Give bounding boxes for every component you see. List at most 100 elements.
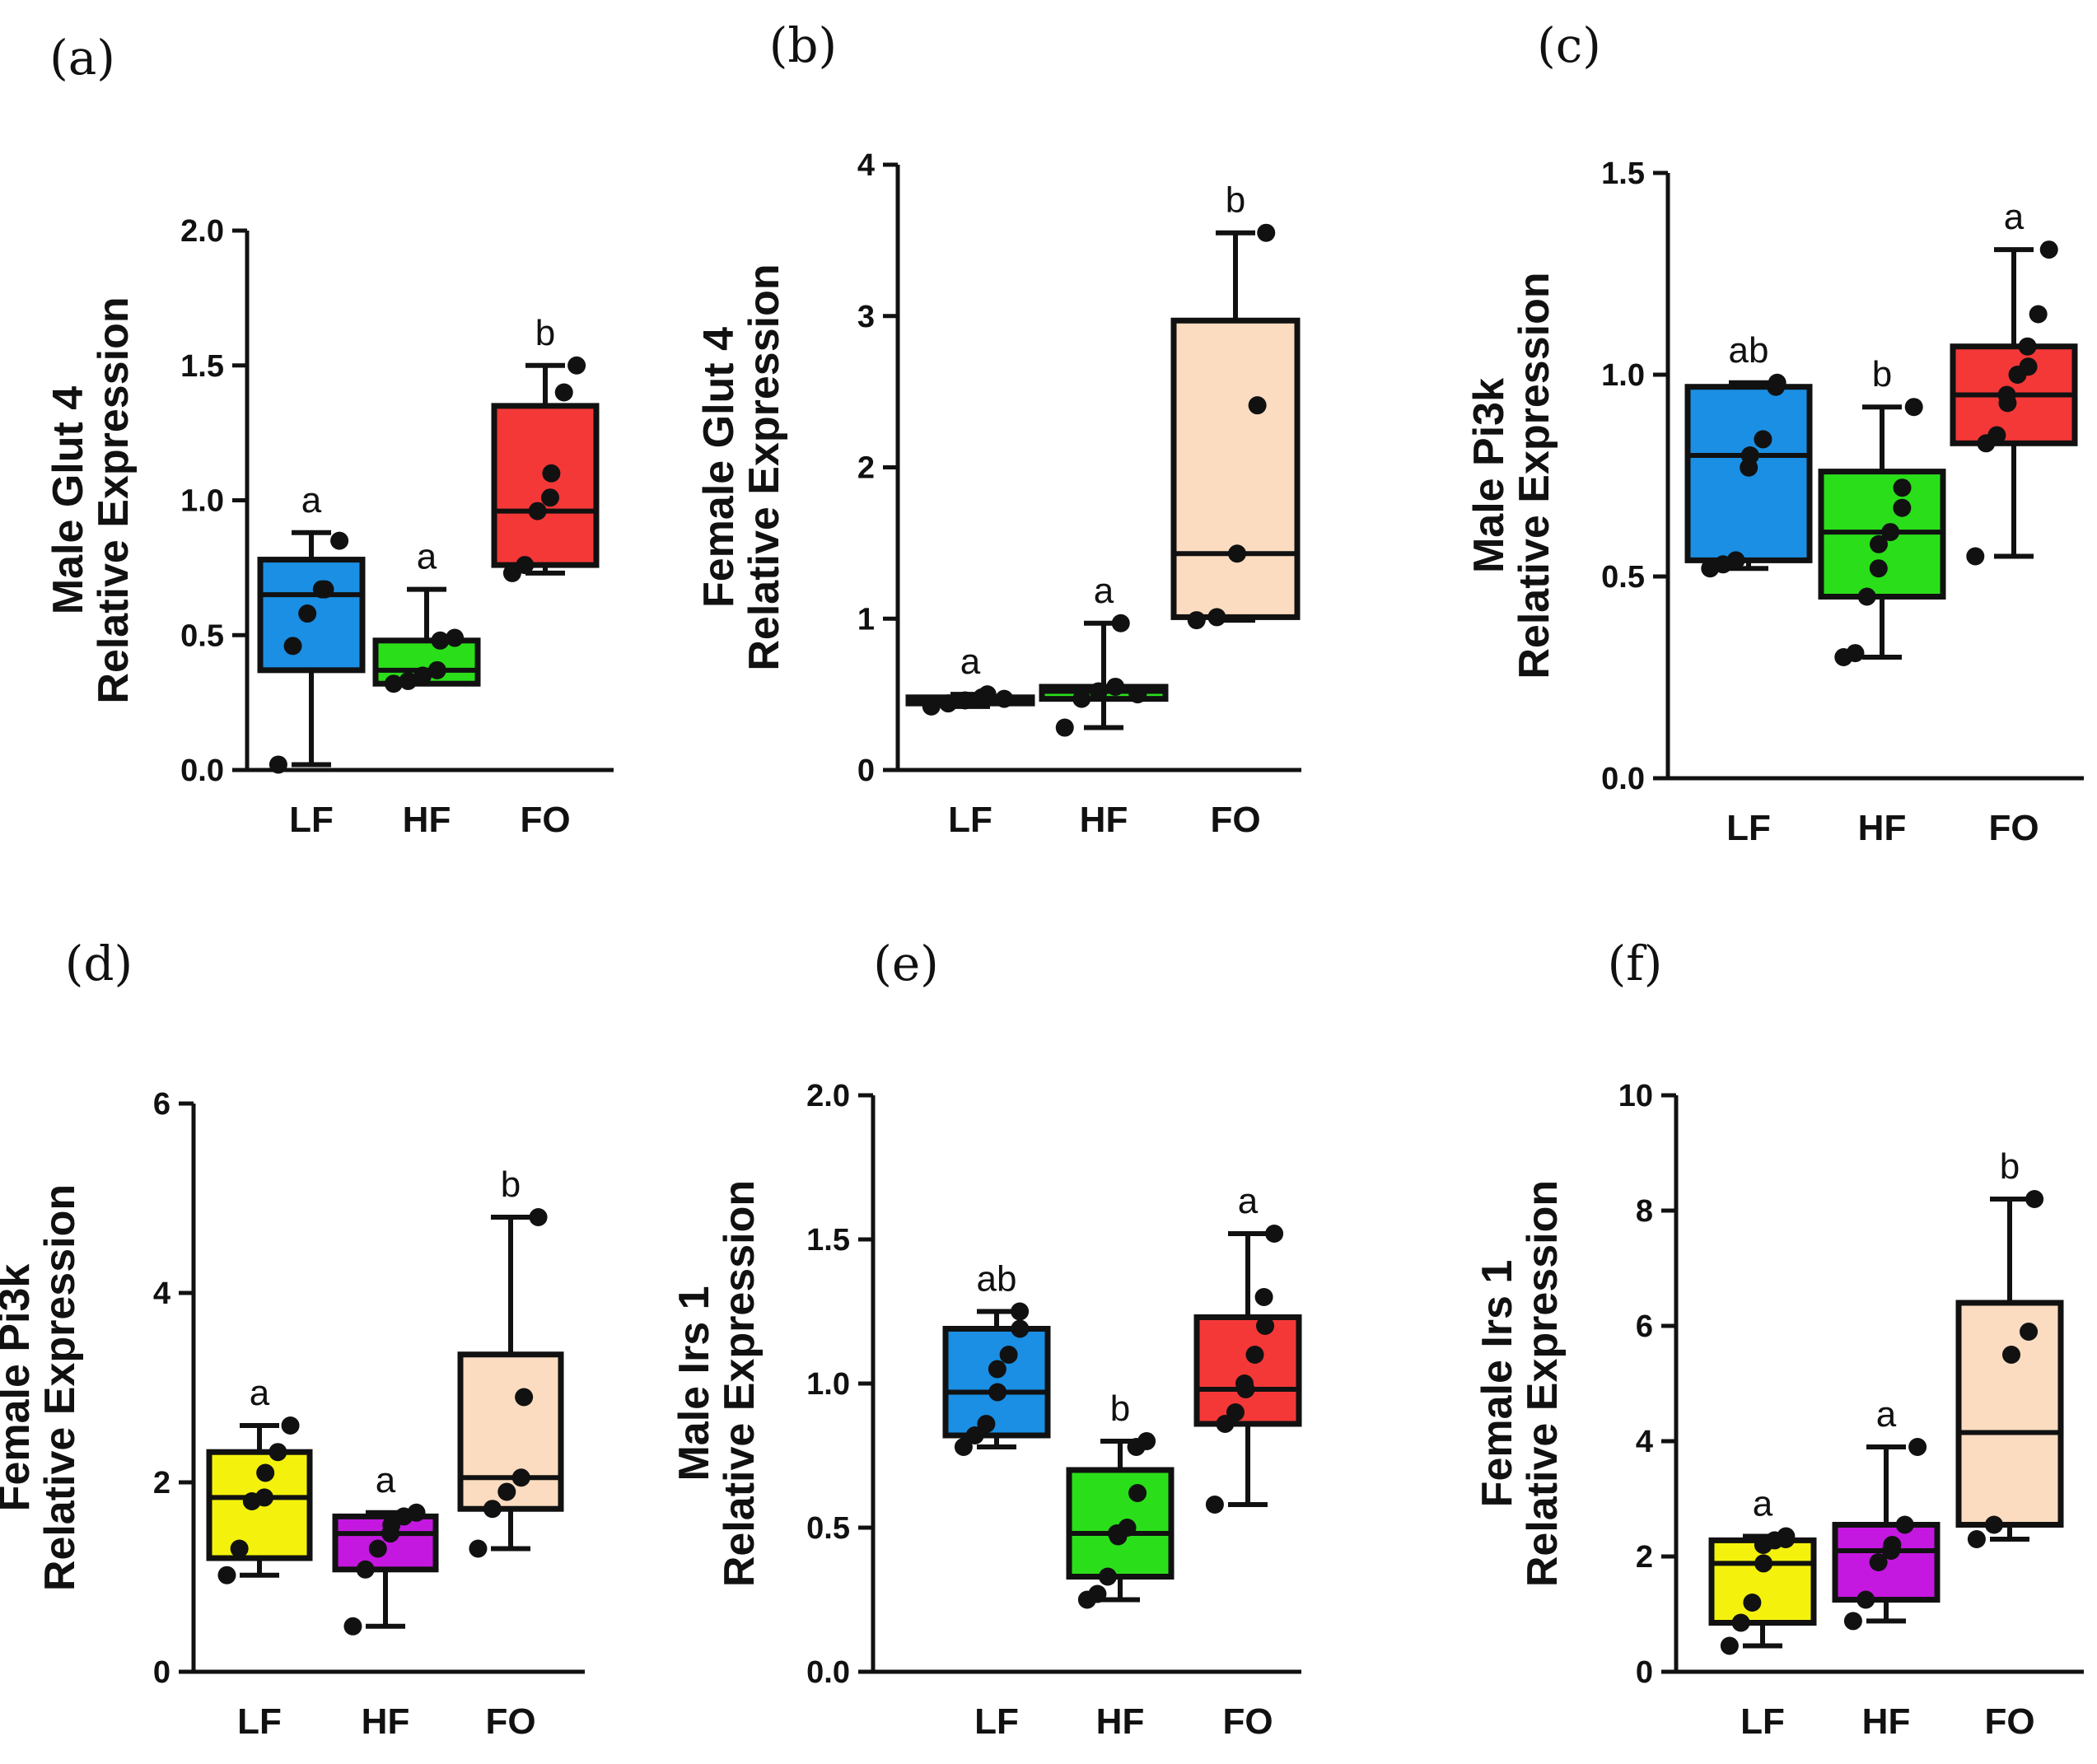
data-point xyxy=(922,697,941,716)
data-point xyxy=(1226,1403,1245,1421)
significance-letter: b xyxy=(1110,1388,1130,1429)
data-point xyxy=(1904,398,1923,417)
data-point xyxy=(413,666,432,685)
x-category-label: LF xyxy=(237,1701,282,1742)
x-category-label: FO xyxy=(1984,1701,2034,1742)
data-point xyxy=(1740,446,1759,464)
data-point xyxy=(1011,1319,1030,1338)
data-point xyxy=(497,1482,516,1501)
significance-letter: ab xyxy=(1729,330,1769,371)
data-point xyxy=(399,671,418,690)
data-point xyxy=(1128,1484,1147,1502)
significance-letter: a xyxy=(250,1373,270,1413)
data-point xyxy=(1011,1302,1030,1321)
panel-label: (d) xyxy=(65,936,133,992)
y-tick-label: 1.0 xyxy=(180,484,224,519)
box-group-hf: a HF xyxy=(1832,1394,1941,1742)
box-group-fo: a FO xyxy=(1950,197,2078,848)
significance-letter: b xyxy=(1226,180,1245,221)
data-point xyxy=(1098,1567,1117,1586)
box-group-hf: b HF xyxy=(1818,354,1946,848)
y-tick-label: 0.0 xyxy=(806,1655,850,1690)
y-axis-title-line1: Male Pi3k xyxy=(1465,378,1513,573)
iqr-box xyxy=(1955,1300,2064,1528)
significance-letter: a xyxy=(1238,1181,1259,1221)
data-point xyxy=(384,674,403,693)
data-point xyxy=(2039,240,2058,259)
data-point xyxy=(1257,223,1276,242)
y-tick-label: 0.5 xyxy=(806,1511,850,1546)
iqr-box xyxy=(457,1351,564,1512)
data-point xyxy=(407,1503,426,1522)
y-tick-label: 0 xyxy=(857,754,875,788)
box-group-fo: b FO xyxy=(1170,180,1301,840)
significance-letter: b xyxy=(501,1164,521,1205)
data-point xyxy=(2029,305,2048,324)
y-axis-title-line2: Relative Expression xyxy=(36,1184,84,1591)
data-point xyxy=(511,1468,530,1487)
data-point xyxy=(1106,677,1125,696)
data-point xyxy=(965,1426,984,1444)
box-group-fo: a FO xyxy=(1193,1181,1302,1742)
y-axis-title-line1: Male Glut 4 xyxy=(44,386,92,614)
data-point xyxy=(2020,1323,2039,1341)
box-group-lf: ab LF xyxy=(942,1259,1051,1742)
data-point xyxy=(315,580,334,599)
data-point xyxy=(1881,523,1900,542)
data-point xyxy=(469,1539,488,1558)
data-point xyxy=(230,1539,249,1558)
data-point xyxy=(567,356,586,375)
significance-letter: ab xyxy=(977,1259,1017,1300)
data-point xyxy=(1754,430,1772,449)
x-category-label: LF xyxy=(974,1701,1019,1742)
data-point xyxy=(1072,689,1091,708)
x-category-label: HF xyxy=(362,1701,410,1742)
data-point xyxy=(541,488,559,507)
data-point xyxy=(281,1416,300,1435)
box-group-lf: a LF xyxy=(257,480,366,840)
iqr-box xyxy=(1193,1314,1302,1427)
x-category-label: LF xyxy=(1740,1701,1785,1742)
y-axis-title-line1: Female Irs 1 xyxy=(1474,1260,1521,1508)
data-point xyxy=(1967,1530,1986,1548)
y-tick-label: 2.0 xyxy=(180,214,224,249)
data-point xyxy=(516,556,535,575)
data-point xyxy=(1720,1636,1739,1655)
iqr-box xyxy=(491,403,600,568)
data-point xyxy=(977,1415,996,1433)
data-point xyxy=(1205,1496,1224,1514)
significance-letter: a xyxy=(1094,571,1114,611)
data-point xyxy=(1111,614,1130,632)
iqr-box xyxy=(1170,317,1301,620)
x-category-label: HF xyxy=(1862,1701,1911,1742)
y-tick-label: 4 xyxy=(153,1276,170,1311)
y-tick-label: 1 xyxy=(857,602,875,637)
data-point xyxy=(283,637,302,656)
y-tick-label: 10 xyxy=(1618,1079,1653,1113)
data-point xyxy=(988,1360,1006,1379)
data-point xyxy=(1228,544,1246,563)
data-point xyxy=(1984,1515,2003,1534)
x-category-label: LF xyxy=(1726,808,1771,848)
y-tick-label: 3 xyxy=(857,300,875,334)
significance-letter: a xyxy=(1753,1484,1773,1524)
y-tick-label: 0 xyxy=(1636,1655,1653,1690)
data-point xyxy=(256,1463,275,1482)
data-point xyxy=(554,383,573,402)
significance-letter: a xyxy=(2004,197,2025,237)
box-group-lf: a LF xyxy=(905,642,1035,840)
data-point xyxy=(1768,373,1786,392)
box-group-fo: b FO xyxy=(1955,1146,2064,1742)
y-axis-title-line2: Relative Expression xyxy=(1511,272,1558,679)
data-point xyxy=(528,502,547,520)
data-point xyxy=(1207,608,1226,627)
y-tick-label: 1.0 xyxy=(806,1367,850,1402)
data-point xyxy=(1055,718,1074,737)
data-point xyxy=(2018,337,2037,356)
box-group-hf: a HF xyxy=(332,1460,439,1742)
y-tick-label: 0.5 xyxy=(1601,560,1645,595)
